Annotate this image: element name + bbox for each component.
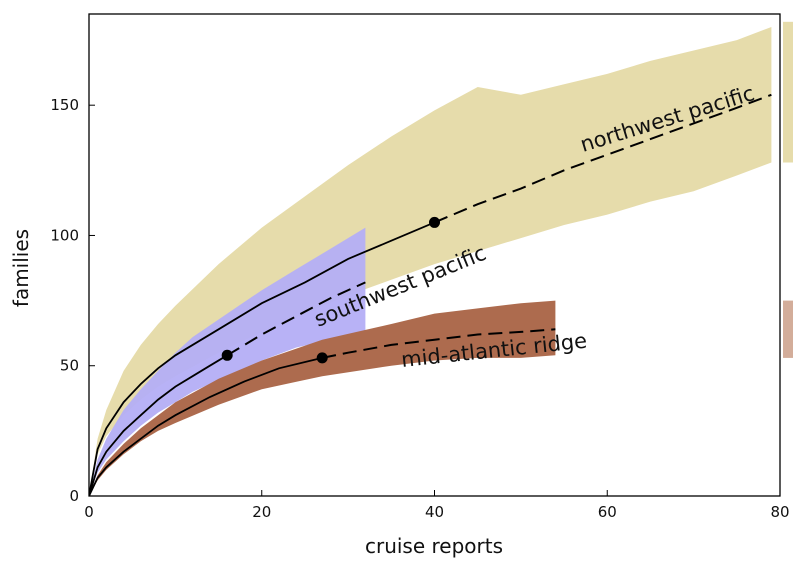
confidence-bands: [89, 27, 772, 496]
y-axis-title: families: [9, 229, 33, 307]
band-northwest-pacific: [89, 27, 772, 496]
edge-band-northwest-pacific: [783, 21, 793, 163]
curve-extrapolated-mid-atlantic-ridge: [322, 328, 556, 359]
sample-point-northwest-pacific: [429, 216, 440, 228]
x-tick-label: 40: [425, 503, 444, 521]
band-mid-atlantic-ridge: [89, 300, 556, 496]
x-tick-label: 20: [252, 503, 271, 521]
x-tick-label: 60: [598, 503, 617, 521]
y-tick-label: 50: [60, 357, 79, 375]
right-edge-bands: [783, 21, 793, 358]
y-axis-ticks: 0 50 100 150: [50, 96, 95, 505]
band-southwest-pacific: [89, 227, 366, 496]
sample-points: [221, 216, 440, 364]
curve-observed-mid-atlantic-ridge: [89, 357, 323, 496]
curve-extrapolated-southwest-pacific: [226, 281, 366, 357]
x-axis-title: cruise reports: [365, 534, 503, 558]
x-axis-ticks: 0 20 40 60 80: [84, 490, 790, 521]
x-tick-label: 80: [770, 503, 789, 521]
rarefaction-curves: [89, 93, 772, 496]
y-tick-label: 100: [50, 226, 79, 244]
x-tick-label: 0: [84, 503, 94, 521]
sample-point-mid-atlantic-ridge: [316, 352, 328, 364]
sample-point-southwest-pacific: [221, 349, 233, 361]
edge-band-mid-atlantic-ridge: [783, 300, 793, 358]
y-tick-label: 0: [69, 487, 79, 505]
curve-observed-northwest-pacific: [89, 221, 435, 496]
curve-observed-southwest-pacific: [89, 354, 228, 496]
y-tick-label: 150: [50, 96, 79, 114]
